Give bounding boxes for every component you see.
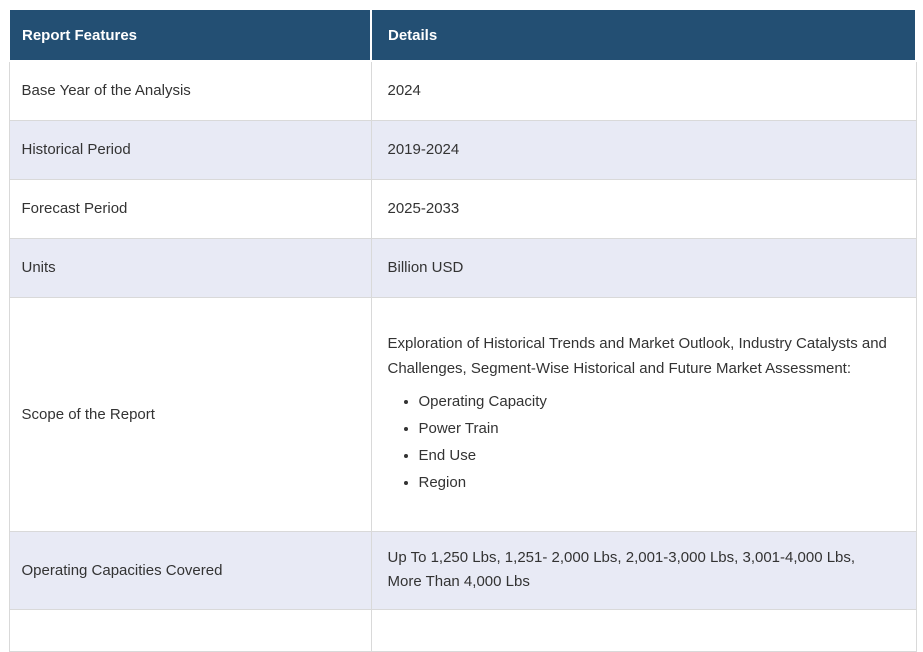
column-header-details: Details xyxy=(370,8,917,62)
table-row-base-year: Base Year of the Analysis 2024 xyxy=(8,60,917,121)
feature-cell-forecast-period: Forecast Period xyxy=(8,178,372,239)
detail-cell-operating-capacities: Up To 1,250 Lbs, 1,251- 2,000 Lbs, 2,001… xyxy=(370,530,917,610)
feature-cell-operating-capacities: Operating Capacities Covered xyxy=(8,530,372,610)
table-row-historical-period: Historical Period 2019-2024 xyxy=(8,119,917,180)
scope-list-item-region: Region xyxy=(419,469,892,496)
detail-cell-units: Billion USD xyxy=(370,237,917,298)
report-features-table: Report Features Details Base Year of the… xyxy=(8,8,917,652)
detail-cell-partial xyxy=(370,608,917,652)
feature-cell-scope: Scope of the Report xyxy=(8,296,372,532)
detail-cell-historical-period: 2019-2024 xyxy=(370,119,917,180)
table-row-partial xyxy=(8,608,917,652)
feature-cell-partial xyxy=(8,608,372,652)
feature-cell-base-year: Base Year of the Analysis xyxy=(8,60,372,121)
table-row-scope: Scope of the Report Exploration of Histo… xyxy=(8,296,917,532)
feature-cell-historical-period: Historical Period xyxy=(8,119,372,180)
scope-bullet-list: Operating Capacity Power Train End Use R… xyxy=(388,388,892,496)
table-header-row: Report Features Details xyxy=(8,8,917,62)
scope-list-item-power-train: Power Train xyxy=(419,415,892,442)
column-header-report-features: Report Features xyxy=(8,8,372,62)
scope-list-item-operating-capacity: Operating Capacity xyxy=(419,388,892,415)
feature-cell-units: Units xyxy=(8,237,372,298)
scope-list-item-end-use: End Use xyxy=(419,442,892,469)
table-row-units: Units Billion USD xyxy=(8,237,917,298)
detail-cell-forecast-period: 2025-2033 xyxy=(370,178,917,239)
report-summary-table-container: Report Features Details Base Year of the… xyxy=(8,8,917,652)
scope-intro-text: Exploration of Historical Trends and Mar… xyxy=(387,334,887,377)
table-row-forecast-period: Forecast Period 2025-2033 xyxy=(8,178,917,239)
detail-cell-base-year: 2024 xyxy=(370,60,917,121)
detail-cell-scope: Exploration of Historical Trends and Mar… xyxy=(370,296,917,532)
table-row-operating-capacities: Operating Capacities Covered Up To 1,250… xyxy=(8,530,917,610)
